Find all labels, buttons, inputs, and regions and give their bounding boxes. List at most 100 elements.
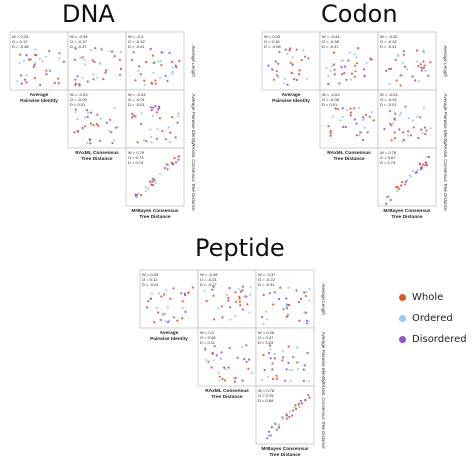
data-point: [396, 185, 399, 188]
data-point: [366, 131, 369, 134]
data-point: [159, 76, 162, 79]
dna-title: DNA: [62, 0, 115, 28]
data-point: [81, 76, 84, 79]
data-point: [424, 132, 427, 136]
data-point: [358, 134, 361, 137]
data-point: [238, 297, 241, 300]
data-point: [172, 70, 175, 73]
data-point: [425, 129, 428, 132]
cell-stat: W = 0.03: [12, 34, 29, 39]
data-point: [265, 318, 268, 321]
data-point: [386, 195, 389, 198]
data-point: [341, 73, 344, 76]
side-label: Average Length: [321, 282, 326, 315]
data-point: [227, 366, 230, 369]
data-point: [420, 166, 423, 169]
data-point: [419, 63, 422, 66]
data-point: [152, 177, 155, 180]
cell-stat: W = -0.03: [322, 92, 340, 97]
legend-item-ordered: Ordered: [399, 308, 467, 329]
data-point: [170, 72, 174, 75]
data-point: [338, 82, 341, 85]
data-point: [340, 66, 343, 69]
data-point: [277, 62, 280, 65]
data-point: [184, 310, 187, 313]
data-point: [331, 64, 334, 68]
data-point: [307, 320, 310, 323]
cell-stat: W = 0.78: [258, 388, 275, 393]
data-point: [420, 66, 423, 69]
data-point: [173, 156, 176, 160]
data-point: [347, 59, 350, 62]
data-point: [271, 362, 274, 365]
data-point: [86, 142, 89, 145]
data-point: [219, 358, 222, 361]
data-point: [262, 353, 265, 357]
data-point: [422, 163, 425, 166]
data-point: [236, 356, 239, 359]
data-point: [271, 368, 274, 371]
axis-label: MrBayes Consensus: [131, 208, 179, 214]
data-point: [349, 114, 352, 117]
cell-stat: O = -0.22: [258, 277, 276, 282]
cell-stat: W = -0.4: [128, 34, 144, 39]
data-point: [401, 61, 404, 64]
scatter-cell: W = -0.03O = -0.09D = 0.01: [67, 89, 127, 149]
data-point: [111, 50, 114, 53]
data-point: [74, 78, 77, 81]
data-point: [212, 359, 215, 362]
data-point: [261, 378, 264, 381]
data-point: [295, 78, 298, 82]
axis-label: Average: [160, 330, 179, 336]
data-point: [287, 361, 290, 364]
data-point: [159, 59, 162, 63]
data-point: [160, 64, 163, 67]
data-point: [38, 57, 42, 60]
data-point: [286, 417, 289, 420]
data-point: [89, 111, 93, 114]
axis-label: Average: [30, 92, 49, 98]
data-point: [357, 106, 361, 109]
data-point: [131, 59, 134, 62]
data-point: [307, 380, 311, 383]
data-point: [300, 402, 303, 405]
cell-stat: O = -0.01: [380, 97, 398, 102]
data-point: [177, 158, 180, 161]
data-point: [210, 366, 213, 369]
data-point: [395, 79, 398, 82]
data-point: [306, 351, 309, 354]
data-point: [158, 105, 161, 108]
data-point: [269, 348, 272, 351]
data-point: [241, 379, 244, 382]
data-point: [168, 140, 172, 143]
data-point: [293, 406, 296, 409]
cell-frame: [255, 269, 315, 329]
data-point: [76, 129, 79, 133]
data-point: [220, 351, 223, 354]
data-point: [74, 111, 77, 114]
data-point: [287, 286, 290, 289]
data-point: [119, 67, 123, 70]
data-point: [353, 64, 357, 67]
side-label: Average Length: [191, 44, 196, 77]
data-point: [83, 63, 87, 66]
scatter-cell: W = -0.42O = -0.42D = -0.41: [377, 31, 437, 91]
data-point: [271, 68, 274, 71]
data-point: [295, 48, 298, 51]
data-point: [304, 311, 308, 314]
data-point: [285, 368, 288, 371]
data-point: [35, 54, 38, 57]
data-point: [78, 83, 81, 86]
data-point: [243, 357, 246, 361]
data-point: [150, 141, 153, 144]
data-point: [204, 347, 207, 350]
data-point: [171, 60, 174, 64]
data-point: [97, 124, 100, 127]
cell-stat: W = -0.42: [380, 34, 398, 39]
axis-label: Tree Distance: [269, 452, 301, 458]
data-point: [297, 300, 300, 304]
cell-stat: O = -0.37: [70, 39, 88, 44]
data-point: [389, 198, 392, 202]
legend-label-whole: Whole: [412, 292, 444, 303]
data-point: [247, 367, 250, 370]
